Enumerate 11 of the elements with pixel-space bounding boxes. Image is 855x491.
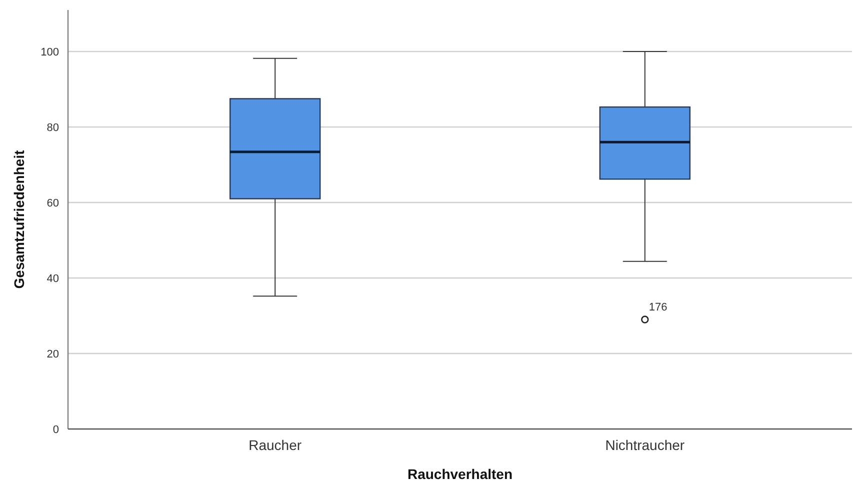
x-tick-label: Raucher: [248, 437, 302, 453]
y-tick-label: 60: [46, 197, 59, 210]
y-tick-label: 100: [40, 46, 59, 58]
y-tick-label: 20: [46, 348, 59, 360]
y-tick-label: 80: [46, 122, 59, 134]
x-axis-title: Rauchverhalten: [407, 466, 513, 482]
y-tick-label: 0: [52, 424, 59, 436]
x-tick-label: Nichtraucher: [605, 437, 685, 453]
y-tick-label: 40: [46, 272, 59, 285]
annotation: 176: [648, 302, 668, 314]
y-axis-title: Gesamtzufriedenheit: [11, 150, 27, 289]
